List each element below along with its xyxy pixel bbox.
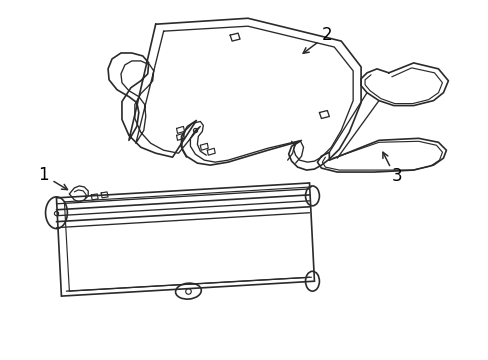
Text: 1: 1: [38, 166, 49, 184]
Text: 2: 2: [322, 26, 332, 44]
Text: 3: 3: [391, 167, 401, 185]
